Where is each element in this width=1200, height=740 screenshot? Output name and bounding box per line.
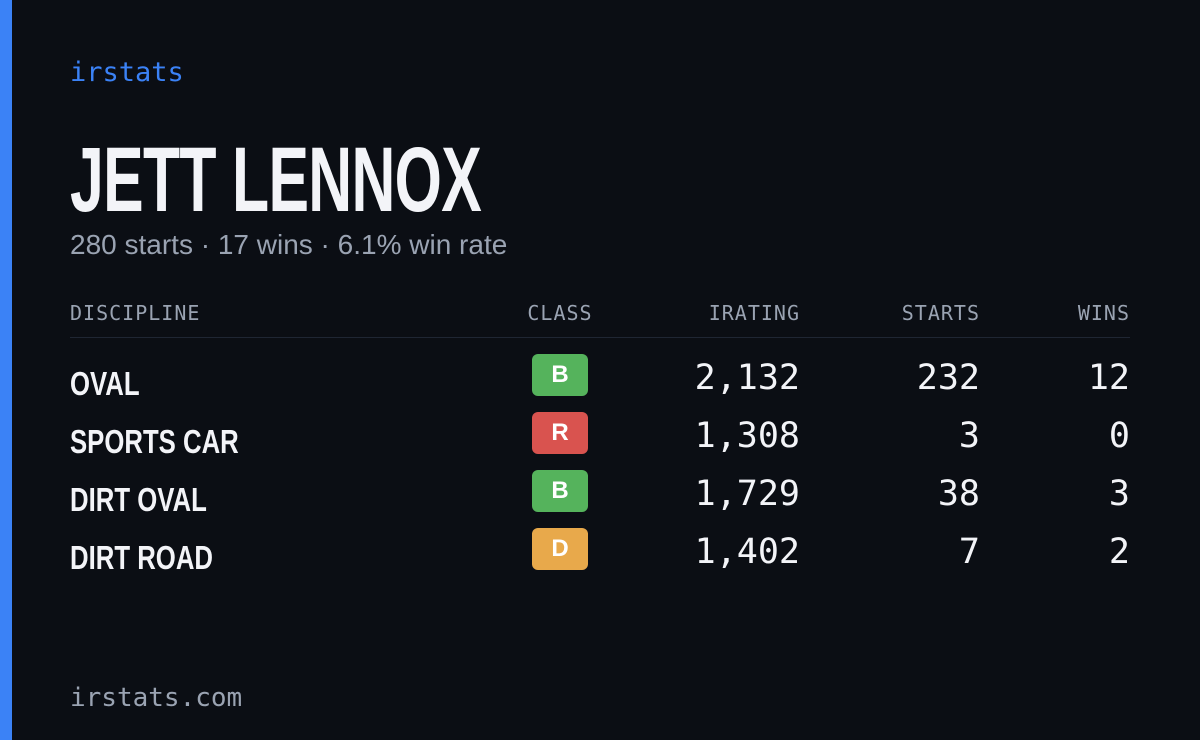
divider xyxy=(70,337,1130,338)
discipline: DIRT ROAD xyxy=(70,539,213,576)
discipline: DIRT OVAL xyxy=(70,481,207,518)
class-badge: B xyxy=(532,354,588,396)
title: JETT LENNOX xyxy=(70,129,482,231)
column-header: WINS xyxy=(1077,301,1130,325)
class-badge: R xyxy=(532,412,588,454)
discipline: SPORTS CAR xyxy=(70,423,239,460)
brand: irstats xyxy=(70,57,184,88)
starts: 7 xyxy=(958,532,980,572)
class-badge: D xyxy=(532,528,588,570)
starts: 3 xyxy=(958,416,980,456)
column-header: STARTS xyxy=(901,301,980,325)
irating: 1,729 xyxy=(694,474,800,514)
irating: 1,402 xyxy=(694,532,800,572)
wins: 3 xyxy=(1108,474,1130,514)
wins: 0 xyxy=(1108,416,1130,456)
wins: 12 xyxy=(1087,358,1130,398)
column-header: CLASS xyxy=(527,301,593,325)
irating: 1,308 xyxy=(694,416,800,456)
starts: 232 xyxy=(916,358,980,398)
subtitle: 280 starts · 17 wins · 6.1% win rate xyxy=(70,229,508,260)
column-header: IRATING xyxy=(708,301,800,325)
wins: 2 xyxy=(1108,532,1130,572)
discipline: OVAL xyxy=(70,365,140,402)
footer-url: irstats.com xyxy=(70,683,243,713)
irating: 2,132 xyxy=(694,358,800,398)
column-header: DISCIPLINE xyxy=(70,301,201,325)
class-badge: B xyxy=(532,470,588,512)
starts: 38 xyxy=(937,474,980,514)
accent-bar xyxy=(0,0,12,740)
